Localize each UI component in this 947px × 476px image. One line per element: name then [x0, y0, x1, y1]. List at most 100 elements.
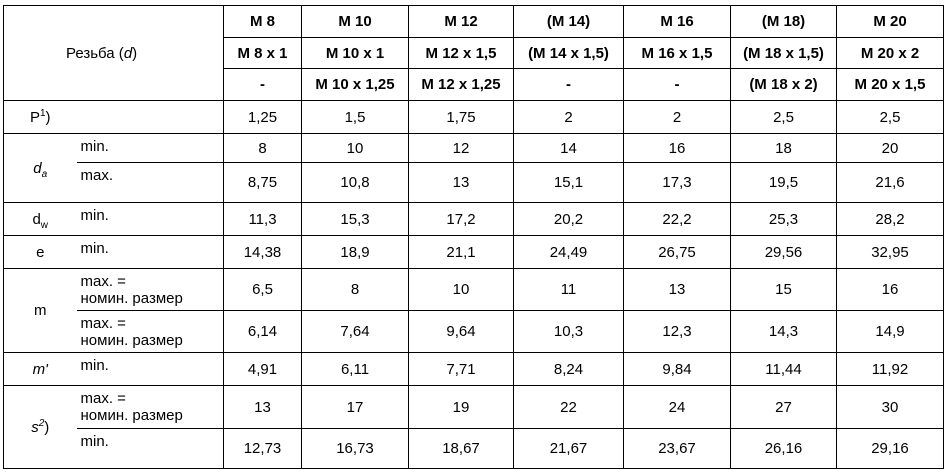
value-cell: 16: [623, 133, 731, 163]
column-header: -: [223, 68, 302, 101]
value-cell: 15: [730, 268, 837, 311]
value-cell: 10: [301, 133, 409, 163]
value-cell: 23,67: [623, 428, 731, 469]
value-cell: 28,2: [836, 202, 944, 236]
table-row: da min. 8 10 12 14 16 18 20: [3, 133, 944, 203]
italic: d: [124, 45, 132, 62]
row-qualifier: [76, 100, 224, 134]
column-header: M 8: [223, 5, 302, 38]
value-cell: 8,75: [223, 162, 302, 203]
value-cell: 11,92: [836, 352, 944, 386]
symbol-part: m': [32, 360, 48, 378]
table-row: m' min. 4,91 6,11 7,71 8,24 9,84 11,44 11,92: [3, 352, 944, 386]
value-cell: 26,16: [730, 428, 837, 469]
row-qualifier: min.: [76, 235, 224, 269]
value-cell: 2,5: [836, 100, 944, 134]
value-cell: 22,2: [623, 202, 731, 236]
value-cell: 12,73: [223, 428, 302, 469]
value-cell: 1,5: [301, 100, 409, 134]
row-symbol: da: [3, 133, 77, 203]
table-row: max. = номин. размер 6,14 7,64 9,64 10,3 12,3…: [4, 310, 944, 353]
value-cell: 9,64: [408, 310, 514, 353]
row-symbol: s2): [3, 385, 77, 469]
value-cell: 8,24: [513, 352, 624, 386]
value-cell: 1,75: [408, 100, 514, 134]
value-cell: 14: [513, 133, 624, 163]
symbol-part: w: [40, 219, 49, 231]
value-cell: 6,11: [301, 352, 409, 386]
column-header: M 10 x 1: [301, 37, 409, 69]
value-cell: 26,75: [623, 235, 731, 269]
value-cell: 29,56: [730, 235, 837, 269]
table-row: min. 12,73 16,73 18,67 21,67 23,67 26,16 29,16: [4, 428, 944, 469]
row-qualifier: min.: [76, 428, 224, 469]
column-header: M 16 x 1,5: [623, 37, 731, 69]
row-qualifier: max. = номин. размер: [76, 310, 224, 353]
value-cell: 21,67: [513, 428, 624, 469]
value-cell: 7,71: [408, 352, 514, 386]
value-cell: 2: [513, 100, 624, 134]
italic: a: [42, 160, 48, 179]
symbol-part: 1: [39, 107, 46, 119]
value-cell: 1,25: [223, 100, 302, 134]
corner-header: Резьба (d): [3, 5, 224, 101]
row-symbol: e: [3, 235, 77, 269]
symbol-part: s: [31, 418, 39, 436]
symbol-part: Резьба (: [66, 44, 124, 62]
row-qualifier: max. = номин. размер: [76, 268, 224, 311]
symbol-part: d: [32, 210, 41, 228]
column-header: (M 14): [513, 5, 624, 38]
value-cell: 18,67: [408, 428, 514, 469]
value-cell: 10,8: [301, 162, 409, 203]
value-cell: 24,49: [513, 235, 624, 269]
column-header: M 12 x 1,5: [408, 37, 514, 69]
symbol-part: ): [132, 44, 138, 62]
value-cell: 8: [223, 133, 302, 163]
column-header: M 10: [301, 5, 409, 38]
value-cell: 14,3: [730, 310, 837, 353]
value-cell: 13: [223, 385, 302, 429]
row-qualifier: max. = номин. размер: [76, 385, 224, 429]
value-cell: 22: [513, 385, 624, 429]
value-cell: 2,5: [730, 100, 837, 134]
column-header: (M 18 x 2): [730, 68, 837, 101]
value-cell: 14,9: [836, 310, 944, 353]
italic: d: [33, 160, 41, 177]
value-cell: 32,95: [836, 235, 944, 269]
value-cell: 12: [408, 133, 514, 163]
value-cell: 17,2: [408, 202, 514, 236]
value-cell: 2: [623, 100, 731, 134]
column-header: M 8 x 1: [223, 37, 302, 69]
value-cell: 10,3: [513, 310, 624, 353]
value-cell: 4,91: [223, 352, 302, 386]
value-cell: 25,3: [730, 202, 837, 236]
value-cell: 9,84: [623, 352, 731, 386]
value-cell: 17,3: [623, 162, 731, 203]
row-qualifier: min.: [76, 352, 224, 386]
symbol-part: m: [34, 302, 47, 319]
symbol-part: ): [44, 418, 50, 436]
value-cell: 29,16: [836, 428, 944, 469]
table-row: -M 10 x 1,25 M 12 x 1,25- - (M 18 x 2) M 20 …: [4, 68, 944, 101]
value-cell: 18,9: [301, 235, 409, 269]
table-row: dw min. 11,3 15,3 17,2 20,2 22,2 25,3 28,2: [3, 202, 944, 236]
italic: m': [33, 361, 48, 378]
value-cell: 24: [623, 385, 731, 429]
value-cell: 27: [730, 385, 837, 429]
row-qualifier: min.: [76, 202, 224, 236]
table-row: P1) 1,25 1,5 1,75 2 2 2,5 2,5: [3, 100, 944, 134]
column-header: (M 14 x 1,5): [513, 37, 624, 69]
column-header: M 20 x 1,5: [836, 68, 944, 101]
value-cell: 15,3: [301, 202, 409, 236]
value-cell: 18: [730, 133, 837, 163]
symbol-part: 2: [38, 417, 45, 429]
column-header: -: [623, 68, 731, 101]
value-cell: 16: [836, 268, 944, 311]
row-qualifier: min.: [76, 133, 224, 163]
value-cell: 21,6: [836, 162, 944, 203]
row-qualifier: max.: [76, 162, 224, 203]
